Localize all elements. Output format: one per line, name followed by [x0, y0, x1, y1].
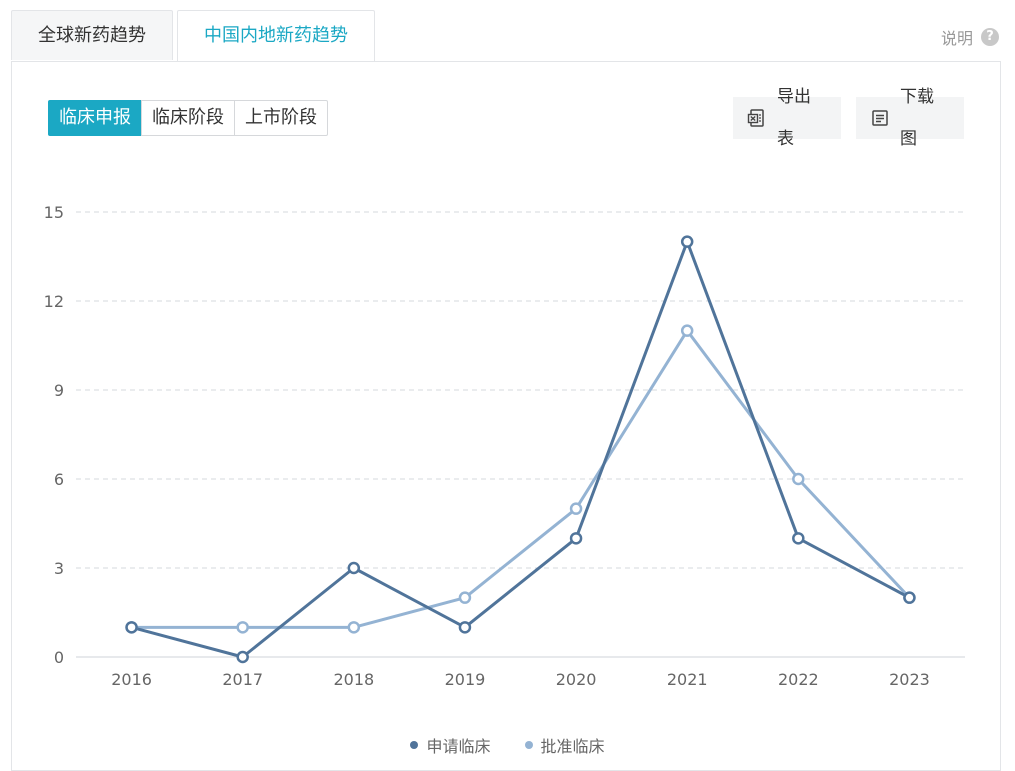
y-axis-ticks: 0 3 6 9 12 15	[44, 203, 64, 667]
help-link[interactable]: 说明 ?	[941, 25, 999, 49]
segment-market-stage[interactable]: 上市阶段	[234, 100, 328, 136]
legend-label-series-2: 批准临床	[540, 737, 605, 756]
x-tick-label: 2021	[667, 670, 708, 689]
data-point[interactable]	[680, 235, 694, 248]
y-tick-label: 12	[44, 292, 64, 311]
data-point[interactable]	[569, 502, 583, 515]
series-2	[131, 329, 911, 629]
data-point[interactable]	[236, 650, 249, 664]
x-tick-label: 2022	[778, 670, 819, 689]
y-tick-label: 6	[54, 470, 64, 489]
series-1	[131, 240, 911, 659]
y-tick-label: 3	[54, 559, 64, 578]
data-point[interactable]	[792, 532, 805, 545]
x-tick-label: 2017	[222, 670, 263, 689]
data-point[interactable]	[347, 561, 361, 575]
legend-dot-series-2	[524, 741, 533, 749]
tab-global-trend[interactable]: 全球新药趋势	[11, 10, 173, 60]
data-point[interactable]	[458, 591, 472, 604]
data-point[interactable]	[792, 472, 805, 486]
tab-china-trend[interactable]: 中国内地新药趋势	[177, 10, 375, 62]
series-points-1	[125, 235, 916, 664]
x-tick-label: 2019	[445, 670, 486, 689]
help-label: 说明	[940, 29, 973, 48]
download-chart-button[interactable]: 下载图	[856, 87, 964, 149]
series-line-2	[131, 329, 911, 629]
chart-series	[125, 235, 916, 664]
x-tick-label: 2020	[556, 670, 597, 689]
y-tick-label: 15	[44, 203, 64, 222]
tab-bar: 全球新药趋势 中国内地新药趋势	[11, 10, 379, 62]
legend-item-series-2[interactable]: 批准临床	[524, 733, 605, 757]
download-chart-label: 下载图	[900, 87, 934, 149]
export-table-label: 导出表	[777, 87, 811, 149]
x-axis: 2016 2017 2018 2019 2020 2021 2022 2023	[76, 656, 965, 689]
legend-label-series-1: 申请临床	[426, 737, 491, 756]
stage-segmented-control: 临床申报 临床阶段 上市阶段	[48, 100, 328, 136]
x-tick-label: 2023	[889, 670, 930, 689]
y-tick-label: 9	[54, 381, 64, 400]
data-point[interactable]	[347, 621, 361, 634]
chart-grid	[76, 211, 965, 569]
data-point[interactable]	[458, 621, 472, 634]
chart-panel	[11, 61, 1001, 771]
data-point[interactable]	[680, 324, 694, 337]
data-point[interactable]	[903, 591, 916, 604]
excel-icon	[747, 108, 767, 128]
data-point[interactable]	[569, 532, 583, 545]
data-point[interactable]	[236, 621, 249, 634]
document-icon	[870, 108, 890, 128]
question-icon[interactable]: ?	[981, 28, 999, 46]
legend-dot-series-1	[410, 741, 419, 749]
series-line-1	[131, 240, 911, 659]
legend-item-series-1[interactable]: 申请临床	[410, 733, 491, 757]
x-tick-label: 2018	[333, 670, 374, 689]
data-point[interactable]	[125, 621, 138, 634]
x-tick-label: 2016	[111, 670, 152, 689]
y-tick-label: 0	[54, 648, 64, 667]
chart-legend: 申请临床 批准临床	[0, 733, 1015, 757]
export-table-button[interactable]: 导出表	[733, 87, 841, 149]
